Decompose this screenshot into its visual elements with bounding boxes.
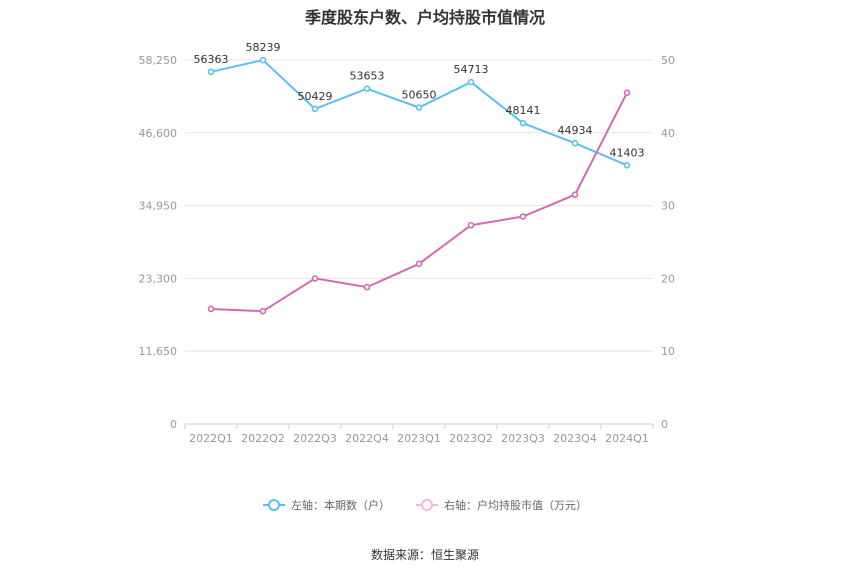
data-label: 44934 bbox=[558, 124, 593, 137]
left-tick-label: 34,950 bbox=[139, 200, 178, 213]
data-point-0-4 bbox=[415, 104, 423, 111]
x-tick-label: 2022Q4 bbox=[345, 432, 389, 445]
x-tick-label: 2022Q2 bbox=[241, 432, 285, 445]
right-tick-label: 30 bbox=[661, 200, 675, 213]
legend-label-households: 左轴：本期数（户） bbox=[291, 499, 390, 512]
legend: 左轴：本期数（户） 右轴：户均持股市值（万元） bbox=[0, 497, 850, 513]
data-point-1-3 bbox=[363, 283, 371, 291]
x-tick-label: 2023Q1 bbox=[397, 432, 441, 445]
series-line-0 bbox=[210, 58, 628, 167]
left-tick-label: 58,250 bbox=[139, 54, 178, 67]
right-tick-label: 10 bbox=[661, 345, 675, 358]
data-point-0-5 bbox=[467, 78, 475, 86]
x-tick-label: 2023Q3 bbox=[501, 432, 545, 445]
data-source: 数据来源：恒生聚源 bbox=[370, 548, 479, 562]
data-point-1-6 bbox=[519, 213, 527, 220]
legend-line-circle-icon bbox=[263, 499, 285, 511]
right-tick-label: 0 bbox=[661, 418, 668, 431]
left-tick-label: 11,650 bbox=[139, 345, 178, 358]
data-point-1-2 bbox=[311, 275, 319, 282]
data-point-0-2 bbox=[311, 105, 319, 113]
x-tick-label: 2023Q2 bbox=[449, 432, 493, 445]
chart-canvas: 0 0 11,650 10 23,300 20 34,950 30 46,600 40 58,250… bbox=[139, 41, 676, 445]
legend-line-circle-icon bbox=[416, 499, 438, 511]
data-point-0-1 bbox=[259, 56, 267, 64]
data-point-1-8 bbox=[623, 89, 631, 97]
x-tick-label: 2022Q3 bbox=[293, 432, 337, 445]
data-point-1-4 bbox=[415, 260, 423, 268]
data-label: 56363 bbox=[194, 53, 229, 66]
left-tick-label: 23,300 bbox=[139, 272, 178, 285]
data-point-0-0 bbox=[207, 68, 215, 76]
data-point-1-0 bbox=[207, 305, 215, 313]
x-tick-label: 2023Q4 bbox=[553, 432, 597, 445]
data-point-0-7 bbox=[571, 139, 579, 147]
left-tick-label: 46,600 bbox=[139, 127, 178, 140]
data-label: 50429 bbox=[298, 90, 333, 103]
data-label: 54713 bbox=[454, 63, 489, 76]
data-point-1-1 bbox=[259, 307, 267, 315]
data-label: 53653 bbox=[350, 70, 385, 83]
left-tick-label: 0 bbox=[170, 418, 177, 431]
data-label: 41403 bbox=[610, 146, 645, 159]
data-point-0-3 bbox=[363, 85, 371, 93]
data-label: 48141 bbox=[506, 104, 541, 117]
data-point-1-7 bbox=[571, 191, 579, 198]
data-point-0-8 bbox=[623, 161, 631, 169]
right-tick-label: 40 bbox=[661, 127, 675, 140]
x-tick-label: 2022Q1 bbox=[189, 432, 233, 445]
legend-item-avg-value[interactable]: 右轴：户均持股市值（万元） bbox=[416, 497, 587, 513]
data-label: 58239 bbox=[246, 41, 281, 54]
legend-item-households[interactable]: 左轴：本期数（户） bbox=[263, 497, 390, 513]
x-tick-label: 2024Q1 bbox=[605, 432, 649, 445]
chart-title: 季度股东户数、户均持股市值情况 bbox=[304, 8, 545, 27]
right-tick-label: 20 bbox=[661, 272, 675, 285]
right-tick-label: 50 bbox=[661, 54, 675, 67]
data-point-0-6 bbox=[519, 119, 527, 127]
data-label: 50650 bbox=[402, 88, 437, 101]
legend-label-avg-value: 右轴：户均持股市值（万元） bbox=[444, 499, 587, 512]
data-point-1-5 bbox=[467, 221, 475, 229]
